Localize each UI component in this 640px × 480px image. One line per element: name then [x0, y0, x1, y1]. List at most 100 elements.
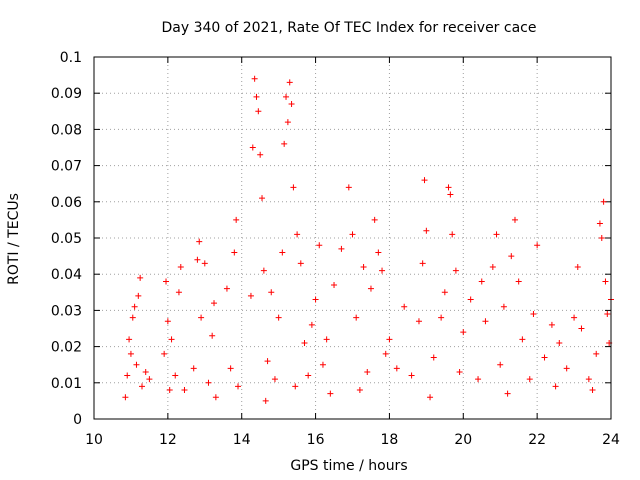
data-point: [290, 184, 297, 191]
data-point: [493, 231, 500, 238]
data-point: [534, 242, 541, 249]
data-point: [338, 245, 345, 252]
series-roti: [122, 75, 614, 404]
data-point: [312, 296, 319, 303]
data-point: [467, 296, 474, 303]
data-point: [430, 354, 437, 361]
data-point: [251, 75, 258, 82]
data-point: [602, 278, 609, 285]
data-point: [364, 368, 371, 375]
data-point: [286, 79, 293, 86]
data-point: [593, 350, 600, 357]
y-tick-label: 0.09: [51, 86, 82, 102]
y-tick-label: 0.08: [51, 122, 82, 138]
y-tick-label: 0: [73, 412, 82, 428]
y-tick-label: 0.06: [51, 195, 82, 211]
data-point: [164, 318, 171, 325]
y-tick-label: 0.01: [51, 376, 82, 392]
data-point: [530, 311, 537, 318]
data-point: [142, 368, 149, 375]
data-point: [604, 311, 611, 318]
data-point: [541, 354, 548, 361]
data-point: [231, 249, 238, 256]
data-point: [211, 300, 218, 307]
data-point: [504, 390, 511, 397]
data-point: [423, 227, 430, 234]
data-point: [308, 321, 315, 328]
data-point: [563, 365, 570, 372]
data-point: [305, 372, 312, 379]
data-point: [598, 235, 605, 241]
y-axis-label: ROTI / TECUs: [6, 193, 22, 285]
data-point: [209, 332, 216, 339]
data-point: [294, 231, 301, 238]
data-point: [526, 376, 533, 383]
data-point: [257, 151, 264, 158]
data-point: [223, 285, 230, 292]
data-point: [139, 383, 146, 390]
data-point: [367, 285, 374, 292]
x-tick-label: 16: [307, 432, 325, 448]
data-point: [297, 260, 304, 267]
data-point: [515, 278, 522, 285]
data-point: [508, 253, 515, 260]
data-point: [519, 336, 526, 343]
data-point: [292, 383, 299, 390]
data-point: [194, 256, 201, 263]
data-point: [360, 263, 367, 270]
data-point: [379, 267, 386, 274]
data-point: [146, 376, 153, 383]
data-point: [177, 263, 184, 270]
data-point: [126, 336, 133, 343]
data-point: [371, 216, 378, 223]
data-point: [131, 303, 138, 310]
data-point: [489, 263, 496, 270]
data-point: [349, 231, 356, 238]
data-point: [408, 372, 415, 379]
data-point: [511, 216, 518, 223]
data-point: [135, 292, 142, 299]
data-point: [393, 365, 400, 372]
data-point: [585, 376, 592, 383]
data-point: [271, 376, 278, 383]
y-tick-label: 0.05: [51, 231, 82, 247]
data-point: [264, 358, 271, 365]
data-point: [253, 93, 260, 100]
axis-ticks: 0 0.01 0.02 0.03 0.04 0.05 0.06 0.07 0.08 0.09 0.1…: [51, 50, 620, 448]
data-point: [127, 350, 134, 357]
y-tick-label: 0.1: [60, 50, 82, 66]
x-tick-label: 24: [602, 432, 620, 448]
data-point: [548, 321, 555, 328]
data-point: [205, 379, 212, 386]
data-point: [268, 289, 275, 296]
data-point: [284, 119, 291, 126]
data-point: [172, 372, 179, 379]
data-point: [478, 278, 485, 285]
data-point: [401, 303, 408, 310]
data-point: [168, 336, 175, 343]
data-point: [571, 314, 578, 321]
data-point: [283, 93, 290, 100]
data-point: [255, 108, 262, 115]
data-point: [497, 361, 504, 368]
data-point: [445, 184, 452, 191]
data-point: [345, 184, 352, 191]
data-point: [353, 314, 360, 321]
data-point: [375, 249, 382, 256]
data-point: [438, 314, 445, 321]
chart-title: Day 340 of 2021, Rate Of TEC Index for r…: [162, 20, 537, 36]
data-point: [175, 289, 182, 296]
data-point: [600, 198, 607, 205]
data-point: [419, 260, 426, 267]
data-point: [212, 394, 219, 401]
data-point: [190, 365, 197, 372]
data-point: [166, 387, 173, 394]
data-point: [427, 394, 434, 401]
data-point: [288, 101, 295, 108]
data-point: [163, 278, 170, 285]
data-point: [460, 329, 467, 336]
x-tick-label: 10: [85, 432, 103, 448]
data-point: [596, 220, 603, 227]
y-tick-label: 0.07: [51, 159, 82, 175]
